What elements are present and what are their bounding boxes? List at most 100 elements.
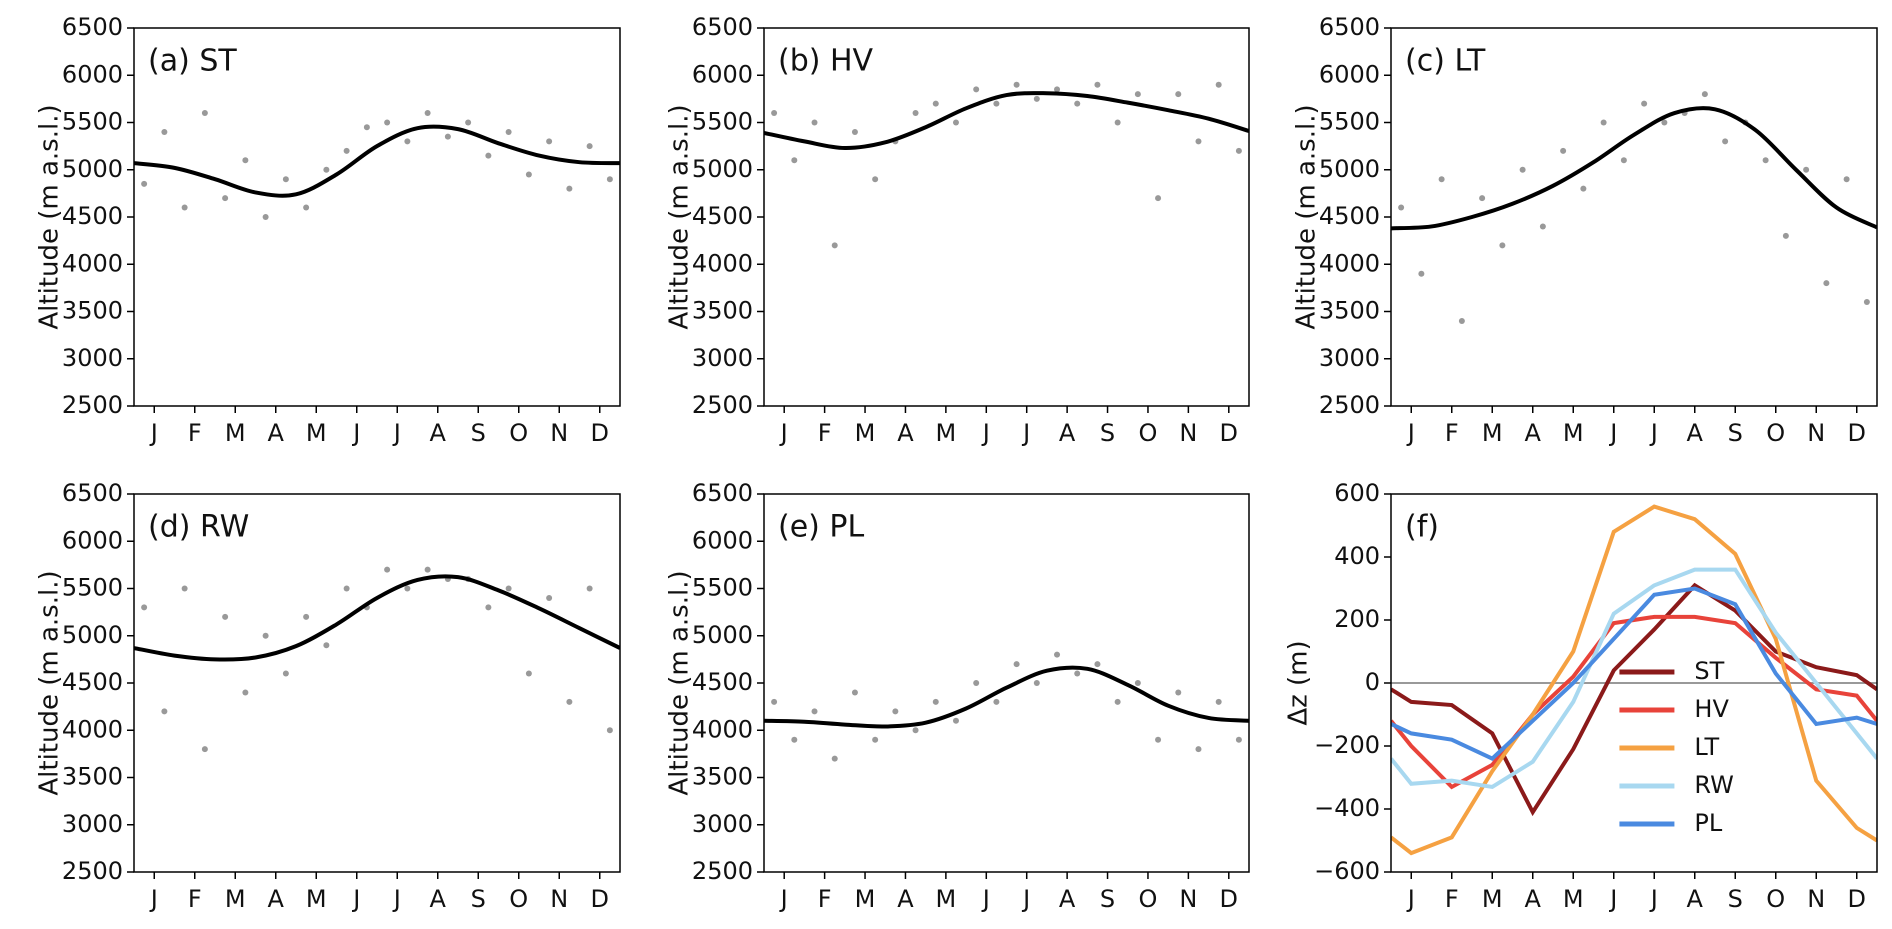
y-tick-label: 4500: [692, 668, 753, 696]
y-tick-label: 5500: [62, 108, 123, 136]
point: [323, 642, 330, 649]
plot-frame: [133, 27, 621, 407]
x-tick-label: M: [855, 419, 876, 447]
x-tick-label: J: [1608, 885, 1617, 913]
x-tick-label: M: [936, 419, 957, 447]
series-line: [1391, 567, 1877, 790]
point: [993, 100, 1000, 107]
y-tick-label: 2500: [1319, 391, 1380, 419]
point: [1641, 100, 1648, 107]
point: [465, 119, 472, 126]
x-tick-label: O: [509, 885, 528, 913]
x-tick-label: A: [1059, 419, 1076, 447]
point: [1661, 119, 1668, 126]
y-tick-label: 6500: [1319, 13, 1380, 41]
point: [1033, 680, 1040, 686]
plot-frame: [133, 493, 621, 873]
point: [1094, 661, 1101, 668]
x-tick-label: M: [855, 885, 876, 913]
series-line: [1391, 614, 1877, 790]
point: [566, 185, 573, 192]
point: [1398, 204, 1405, 211]
x-tick-label: S: [471, 885, 486, 913]
point: [424, 110, 431, 117]
point: [303, 613, 310, 620]
point: [1215, 81, 1222, 88]
y-tick-label: 3000: [692, 344, 753, 372]
point: [606, 727, 613, 734]
x-tick-label: O: [1139, 885, 1158, 913]
x-tick-label: A: [430, 885, 447, 913]
x-tick-label: A: [1059, 885, 1076, 913]
point: [1782, 232, 1789, 239]
x-tick-label: A: [268, 885, 285, 913]
y-axis-label: Altitude (m a.s.l.): [665, 104, 695, 329]
point: [1803, 166, 1810, 173]
x-tick-label: M: [306, 885, 327, 913]
point: [444, 133, 451, 140]
x-tick-label: O: [1139, 419, 1158, 447]
point: [1054, 651, 1061, 658]
x-tick-label: A: [1687, 419, 1704, 447]
x-tick-label: N: [1179, 419, 1197, 447]
y-tick-label: 5000: [62, 621, 123, 649]
point: [1235, 147, 1242, 154]
point: [242, 157, 249, 164]
plot-frame: [763, 27, 1250, 407]
x-tick-label: A: [268, 419, 285, 447]
point: [343, 147, 350, 154]
y-tick-label: 3500: [62, 763, 123, 791]
y-tick-label: 4000: [692, 249, 753, 277]
point: [1438, 176, 1445, 183]
y-tick-label: 6500: [62, 479, 123, 507]
point: [201, 110, 208, 117]
x-tick-label: A: [1525, 885, 1542, 913]
point: [282, 670, 289, 677]
x-tick-label: N: [550, 419, 568, 447]
point: [1762, 157, 1769, 164]
y-tick-label: 4500: [62, 202, 123, 230]
y-tick-label: 4000: [62, 715, 123, 743]
x-tick-label: J: [351, 419, 360, 447]
y-tick-label: 4000: [692, 715, 753, 743]
point: [1134, 91, 1141, 98]
y-tick-label: 6500: [62, 13, 123, 41]
point: [323, 166, 330, 173]
fit-line: [764, 91, 1249, 151]
y-tick-label: 2500: [62, 857, 123, 885]
point: [1560, 147, 1567, 154]
x-tick-label: M: [1482, 885, 1503, 913]
point: [1134, 680, 1141, 686]
point: [1175, 91, 1182, 98]
x-tick-label: S: [1728, 885, 1743, 913]
x-tick-label: D: [1848, 419, 1866, 447]
y-tick-label: 5500: [62, 574, 123, 602]
y-tick-label: 6000: [692, 60, 753, 88]
x-tick-label: J: [981, 885, 990, 913]
point: [932, 100, 939, 107]
point: [485, 604, 492, 611]
x-tick-label: M: [225, 885, 246, 913]
y-tick-label: −200: [1314, 731, 1380, 759]
y-tick-label: 4500: [62, 668, 123, 696]
x-tick-label: M: [1482, 419, 1503, 447]
x-tick-label: J: [981, 419, 990, 447]
x-tick-label: F: [818, 885, 832, 913]
point: [161, 708, 168, 715]
point: [1499, 242, 1506, 249]
y-tick-label: 4500: [1319, 202, 1380, 230]
y-tick-label: 400: [1334, 542, 1380, 570]
x-tick-label: N: [1179, 885, 1197, 913]
x-tick-label: J: [1649, 885, 1658, 913]
x-tick-label: O: [1766, 419, 1785, 447]
legend-label: RW: [1694, 771, 1733, 799]
point: [546, 594, 553, 601]
y-axis-label: Altitude (m a.s.l.): [665, 570, 695, 795]
panel-title: (f): [1405, 510, 1439, 545]
point: [1094, 81, 1101, 88]
y-tick-label: 2500: [692, 391, 753, 419]
x-tick-label: J: [392, 419, 401, 447]
